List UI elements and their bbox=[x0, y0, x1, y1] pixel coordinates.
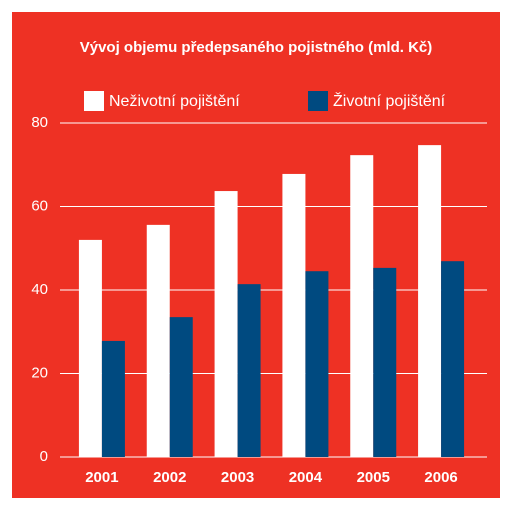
bar bbox=[282, 173, 306, 457]
legend-label: Neživotní pojištění bbox=[109, 93, 240, 110]
bar bbox=[78, 239, 102, 457]
y-tick-label: 0 bbox=[40, 448, 48, 465]
y-tick-label: 60 bbox=[31, 197, 48, 214]
bar bbox=[373, 267, 397, 457]
x-tick-label: 2006 bbox=[424, 469, 457, 486]
x-tick-label: 2003 bbox=[221, 469, 254, 486]
bar bbox=[237, 284, 261, 457]
legend-swatch bbox=[308, 91, 328, 111]
chart-title: Vývoj objemu předepsaného pojistného (ml… bbox=[80, 39, 433, 56]
bar bbox=[418, 145, 442, 457]
bar bbox=[146, 224, 170, 457]
bar bbox=[169, 317, 193, 457]
x-tick-label: 2001 bbox=[85, 469, 118, 486]
bar bbox=[101, 340, 125, 457]
x-tick-label: 2002 bbox=[153, 469, 186, 486]
legend-swatch bbox=[84, 91, 104, 111]
bar bbox=[214, 191, 238, 458]
x-tick-label: 2004 bbox=[289, 469, 323, 486]
y-tick-label: 20 bbox=[31, 364, 48, 381]
bar bbox=[350, 155, 374, 457]
x-tick-label: 2005 bbox=[357, 469, 390, 486]
y-tick-label: 80 bbox=[31, 114, 48, 131]
y-tick-label: 40 bbox=[31, 281, 48, 298]
bar bbox=[441, 261, 465, 457]
legend-label: Životní pojištění bbox=[333, 91, 446, 110]
bar bbox=[305, 271, 329, 457]
